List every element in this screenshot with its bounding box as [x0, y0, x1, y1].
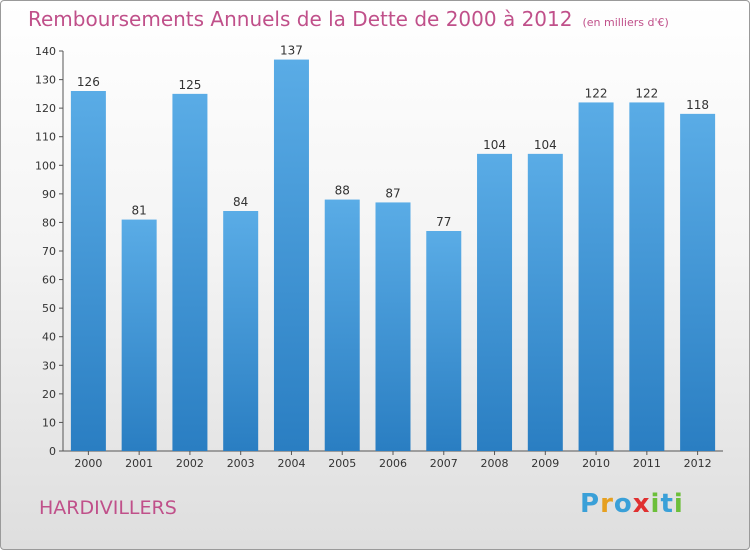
bar-2012: [680, 113, 716, 451]
x-tick-label: 2001: [125, 457, 153, 470]
bar-2009: [527, 153, 563, 451]
y-tick-label: 90: [42, 188, 56, 201]
y-tick-label: 70: [42, 245, 56, 258]
bar-2001: [121, 219, 157, 451]
y-tick-label: 60: [42, 274, 56, 287]
logo-letter: i: [673, 489, 684, 519]
data-label-2001: 81: [132, 204, 147, 218]
data-label-2005: 88: [335, 184, 350, 198]
logo-letter: t: [660, 489, 674, 519]
y-tick-label: 140: [35, 45, 56, 58]
data-label-2010: 122: [585, 86, 608, 100]
bar-2010: [578, 102, 614, 451]
bar-2002: [172, 93, 208, 451]
title-text: Remboursements Annuels de la Dette de 20…: [28, 7, 573, 31]
y-tick-label: 80: [42, 216, 56, 229]
data-label-2003: 84: [233, 195, 248, 209]
data-label-2004: 137: [280, 44, 303, 58]
y-tick-label: 50: [42, 302, 56, 315]
x-tick-label: 2003: [227, 457, 255, 470]
data-label-2002: 125: [178, 78, 201, 92]
bar-2005: [324, 199, 360, 451]
logo-letter: o: [613, 489, 633, 519]
bar-2011: [629, 102, 665, 451]
y-tick-label: 30: [42, 359, 56, 372]
x-tick-label: 2006: [379, 457, 407, 470]
chart-title: Remboursements Annuels de la Dette de 20…: [28, 7, 669, 31]
y-tick-label: 40: [42, 331, 56, 344]
data-label-2009: 104: [534, 138, 557, 152]
bar-2007: [426, 231, 462, 451]
x-tick-label: 2012: [684, 457, 712, 470]
data-label-2007: 77: [436, 215, 451, 229]
y-tick-label: 130: [35, 74, 56, 87]
data-label-2006: 87: [385, 186, 400, 200]
unit-text: (en milliers d'€): [582, 16, 669, 29]
proxiti-logo: Proxiti: [580, 489, 684, 519]
logo-letter: P: [580, 489, 601, 519]
bar-2003: [223, 211, 259, 451]
x-tick-label: 2009: [531, 457, 559, 470]
y-tick-label: 110: [35, 131, 56, 144]
y-tick-label: 20: [42, 388, 56, 401]
y-tick-label: 120: [35, 102, 56, 115]
x-tick-label: 2010: [582, 457, 610, 470]
logo-letter: x: [632, 489, 651, 519]
logo-letter: r: [600, 489, 614, 519]
y-tick-label: 100: [35, 159, 56, 172]
bar-2006: [375, 202, 411, 451]
data-label-2011: 122: [635, 86, 658, 100]
bar-2000: [70, 91, 106, 451]
logo-letter: i: [650, 489, 661, 519]
x-tick-label: 2008: [481, 457, 509, 470]
data-label-2012: 118: [686, 98, 709, 112]
x-tick-label: 2011: [633, 457, 661, 470]
x-tick-label: 2004: [277, 457, 305, 470]
x-tick-label: 2005: [328, 457, 356, 470]
x-tick-label: 2000: [74, 457, 102, 470]
place-name: HARDIVILLERS: [39, 497, 177, 519]
x-tick-label: 2002: [176, 457, 204, 470]
bars: [70, 59, 716, 451]
x-tick-label: 2007: [430, 457, 458, 470]
y-tick-label: 0: [49, 445, 56, 458]
data-labels: 126 81 125 84 137 88 87 77 104 104 122 122 118: [77, 44, 709, 229]
data-label-2008: 104: [483, 138, 506, 152]
y-tick-label: 10: [42, 416, 56, 429]
bar-2004: [273, 59, 309, 451]
bar-2008: [477, 153, 513, 451]
data-label-2000: 126: [77, 75, 100, 89]
axes: 0 10 20 30 40 50 60 70 80 90 100 110 120 130 140 2000 20…: [35, 45, 723, 470]
